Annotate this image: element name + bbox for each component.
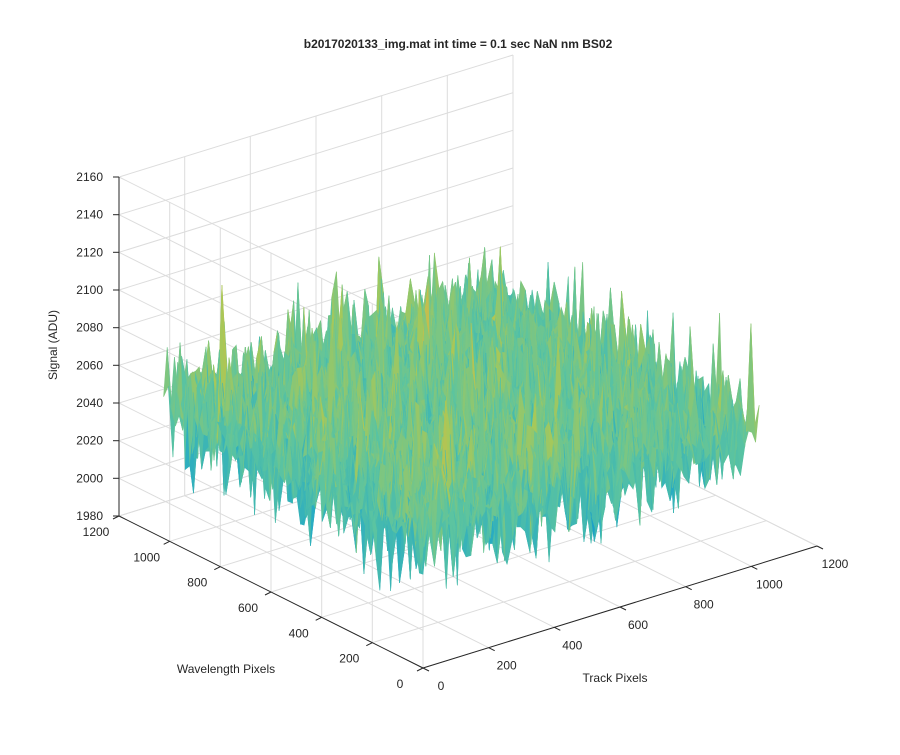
surface (164, 247, 760, 591)
